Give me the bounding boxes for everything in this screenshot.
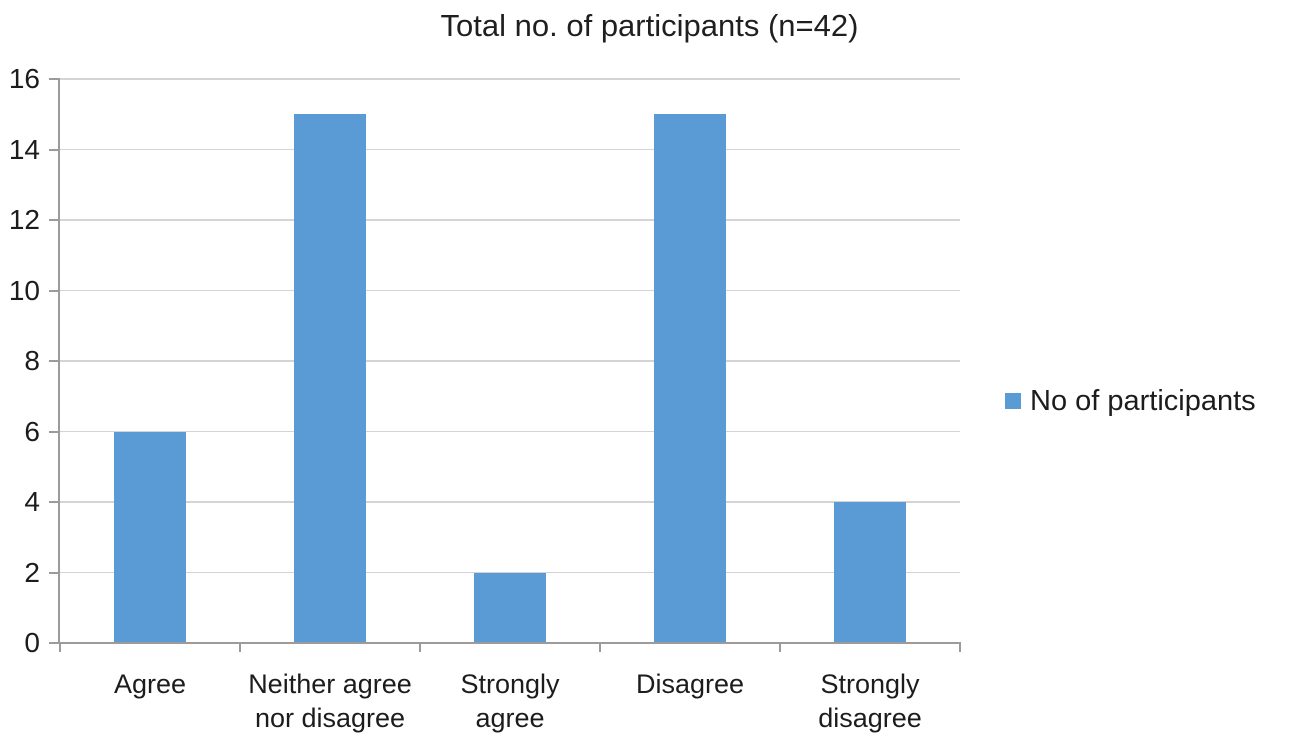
- bar-strongly-agree: [474, 572, 546, 643]
- gridline-14: [60, 148, 960, 151]
- gridline-16: [60, 78, 960, 80]
- y-axis-label-16: 16: [8, 63, 40, 94]
- x-axis-line: [58, 642, 961, 644]
- legend-label: No of participants: [1030, 384, 1256, 417]
- x-axis-label-strongly-agree: Strongly agree: [460, 669, 560, 733]
- bar-disagree: [654, 114, 726, 643]
- y-axis-label-8: 8: [24, 345, 40, 376]
- x-axis-label-disagree: Disagree: [635, 669, 745, 699]
- x-tick-3: [599, 643, 601, 652]
- legend-swatch-icon: [1005, 393, 1021, 409]
- gridline-12: [60, 219, 960, 221]
- bar-agree: [114, 431, 186, 643]
- y-tick-8: [49, 360, 60, 362]
- plot-area: 0 2 4 6 8 10 12 14 16 Agree Neither agree nor disa…: [9, 63, 961, 733]
- y-tick-16: [49, 78, 60, 80]
- x-axis-label-neither-agree-nor-disagree: Neither agree nor disagree: [248, 669, 412, 733]
- y-axis-label-12: 12: [8, 204, 40, 235]
- y-tick-6: [49, 430, 60, 433]
- x-tick-4: [779, 643, 781, 652]
- x-tick-2: [419, 643, 421, 652]
- x-axis-label-agree: Agree: [113, 669, 187, 699]
- y-axis-label-0: 0: [24, 627, 40, 658]
- y-tick-4: [49, 501, 60, 503]
- legend: No of participants: [1005, 384, 1256, 417]
- x-tick-5: [959, 643, 961, 652]
- gridline-8: [60, 360, 960, 362]
- bar-neither-agree-nor-disagree: [294, 114, 366, 643]
- chart-title: Total no. of participants (n=42): [440, 8, 859, 43]
- gridline-10: [60, 289, 960, 292]
- gridline-6: [60, 430, 960, 433]
- y-tick-14: [49, 148, 60, 151]
- x-tick-0: [59, 643, 61, 652]
- y-tick-0: [49, 642, 60, 644]
- y-axis-label-4: 4: [24, 486, 40, 517]
- bar-strongly-disagree: [834, 502, 906, 643]
- x-tick-1: [239, 643, 241, 652]
- y-axis-label-10: 10: [8, 274, 40, 306]
- y-tick-12: [49, 219, 60, 221]
- y-tick-10: [49, 289, 60, 292]
- y-tick-2: [49, 571, 60, 574]
- y-axis-label-6: 6: [24, 415, 40, 447]
- x-axis-label-strongly-disagree: Strongly disagree: [818, 669, 922, 733]
- y-axis-line: [58, 79, 60, 643]
- y-axis-label-14: 14: [8, 133, 40, 165]
- y-axis-label-2: 2: [24, 556, 40, 588]
- gridline-4: [60, 501, 960, 503]
